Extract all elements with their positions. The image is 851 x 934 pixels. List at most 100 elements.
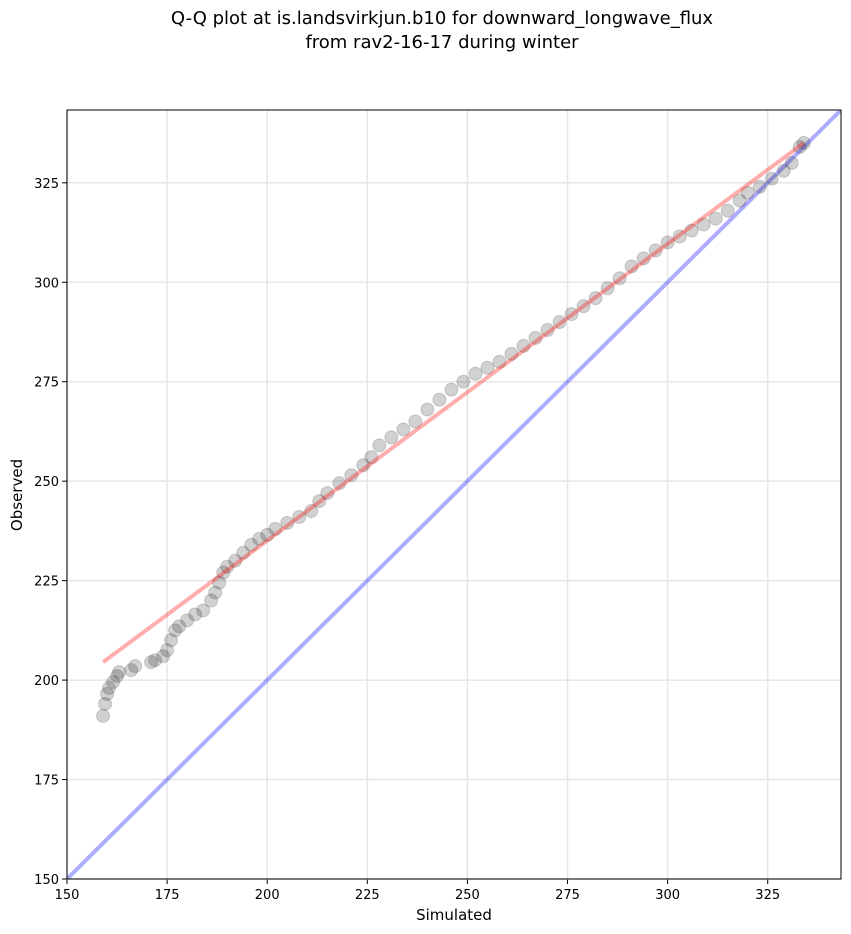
point [384, 430, 399, 445]
point [156, 649, 171, 664]
point [344, 468, 359, 483]
point [504, 346, 519, 361]
point [212, 575, 227, 590]
y-tick-label: 150 [34, 873, 59, 888]
point [98, 696, 113, 711]
point [776, 163, 791, 178]
x-tick-label: 150 [55, 888, 80, 903]
point [144, 655, 159, 670]
x-tick-label: 200 [255, 888, 280, 903]
point [420, 402, 435, 417]
point [684, 223, 699, 238]
point [172, 619, 187, 634]
point [528, 330, 543, 345]
x-tick-label: 225 [355, 888, 380, 903]
point [468, 366, 483, 381]
chart-title: from rav2-16-17 during winter [305, 32, 579, 53]
point [164, 633, 179, 648]
point [720, 203, 735, 218]
point [364, 450, 379, 465]
point [752, 179, 767, 194]
point [732, 193, 747, 208]
point [396, 422, 411, 437]
point [106, 675, 121, 690]
point [196, 603, 211, 618]
point [564, 307, 579, 322]
point [432, 392, 447, 407]
y-tick-label: 200 [34, 674, 59, 689]
point [244, 537, 259, 552]
x-tick-label: 325 [755, 888, 780, 903]
x-tick-label: 300 [655, 888, 680, 903]
y-tick-label: 250 [34, 475, 59, 490]
reference-line [67, 110, 841, 879]
point [740, 185, 755, 200]
point [180, 613, 195, 628]
point [304, 504, 319, 519]
y-tick-label: 225 [34, 575, 59, 590]
point [672, 229, 687, 244]
point [796, 136, 811, 151]
point [110, 669, 125, 684]
point [480, 360, 495, 375]
y-tick-label: 325 [34, 177, 59, 192]
point [372, 438, 387, 453]
point [792, 139, 807, 154]
point [160, 643, 175, 658]
point [540, 322, 555, 337]
point [784, 155, 799, 170]
point [268, 521, 283, 536]
point [208, 585, 223, 600]
point [356, 458, 371, 473]
point [148, 653, 163, 668]
point [252, 531, 267, 546]
point [516, 338, 531, 353]
point [612, 271, 627, 286]
point [312, 494, 327, 509]
y-tick-label: 275 [34, 376, 59, 391]
point [636, 251, 651, 266]
point [624, 259, 639, 274]
x-tick-label: 250 [455, 888, 480, 903]
y-tick-label: 300 [34, 276, 59, 291]
point [332, 476, 347, 491]
point [492, 354, 507, 369]
point [320, 486, 335, 501]
point [168, 623, 183, 638]
point [552, 315, 567, 330]
point [708, 211, 723, 226]
point [764, 171, 779, 186]
point [228, 553, 243, 568]
point [112, 665, 127, 680]
point [588, 291, 603, 306]
x-axis-label: Simulated [416, 906, 492, 924]
point [696, 217, 711, 232]
point [96, 708, 111, 723]
point [444, 382, 459, 397]
point [648, 243, 663, 258]
point [292, 509, 307, 524]
point [576, 299, 591, 314]
x-tick-label: 275 [555, 888, 580, 903]
point [124, 663, 139, 678]
point [220, 559, 235, 574]
point [600, 281, 615, 296]
fit-line [101, 141, 805, 664]
point [204, 593, 219, 608]
point [408, 414, 423, 429]
point [216, 565, 231, 580]
chart-title: Q-Q plot at is.landsvirkjun.b10 for down… [171, 8, 714, 29]
point [260, 527, 275, 542]
y-axis-label: Observed [8, 459, 26, 531]
x-tick-label: 175 [155, 888, 180, 903]
plot-frame [66, 109, 842, 880]
point [128, 659, 143, 674]
point [102, 681, 117, 696]
point [660, 235, 675, 250]
point [100, 687, 115, 702]
point [456, 374, 471, 389]
point [236, 545, 251, 560]
point [280, 515, 295, 530]
